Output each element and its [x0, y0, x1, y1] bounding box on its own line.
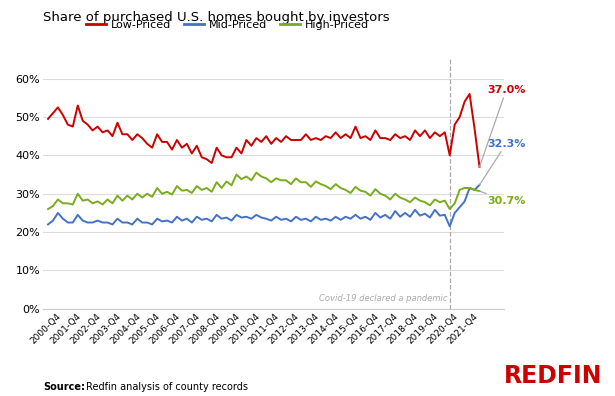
Text: Source:: Source: [43, 382, 85, 392]
Text: 32.3%: 32.3% [480, 139, 525, 185]
Legend: Low-Priced, Mid-Priced, High-Priced: Low-Priced, Mid-Priced, High-Priced [82, 15, 373, 34]
Text: 37.0%: 37.0% [480, 85, 525, 167]
Text: 30.7%: 30.7% [480, 191, 525, 206]
Text: Share of purchased U.S. homes bought by investors: Share of purchased U.S. homes bought by … [43, 11, 390, 23]
Text: Covid-19 declared a pandemic: Covid-19 declared a pandemic [319, 294, 447, 303]
Text: Redfin analysis of county records: Redfin analysis of county records [86, 382, 248, 392]
Text: REDFIN: REDFIN [504, 364, 603, 388]
